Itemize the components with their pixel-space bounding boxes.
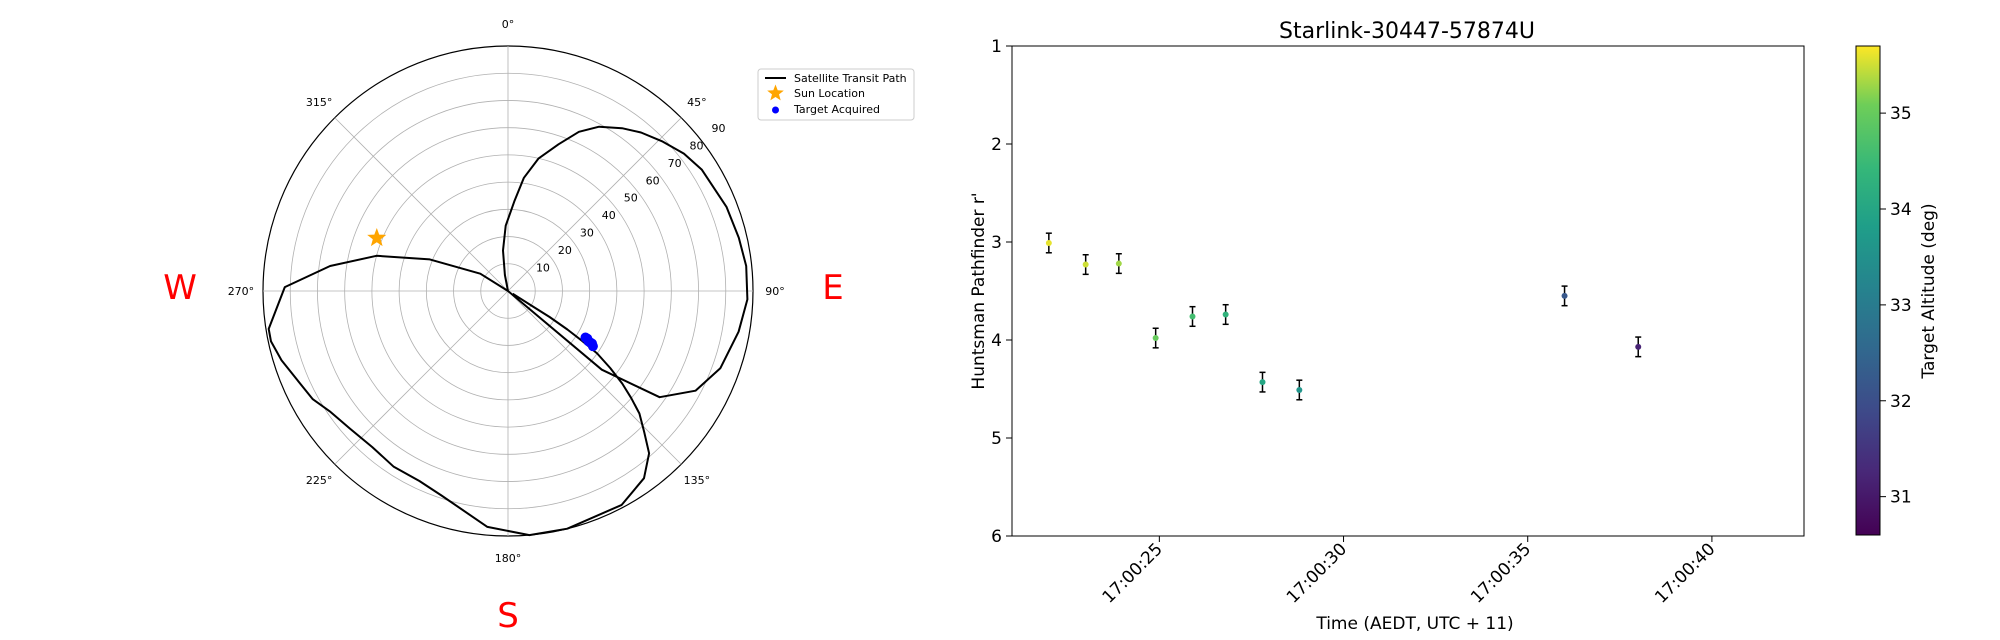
polar-radial-tick-label: 10: [536, 262, 550, 275]
scatter-y-tick-label: 5: [991, 429, 1002, 449]
polar-angular-tick-label: 90°: [765, 285, 785, 298]
polar-angular-tick-label: 270°: [228, 285, 255, 298]
scatter-y-axis-label: Huntsman Pathfinder r': [969, 192, 989, 389]
colorbar-tick-label: 35: [1890, 104, 1912, 124]
scatter-x-tick-label: 17:00:25: [1099, 539, 1167, 607]
polar-radial-tick-label: 50: [624, 192, 638, 205]
polar-grid-spoke: [334, 117, 509, 292]
magnitude-point: [1045, 239, 1052, 246]
colorbar: 31 32 33 34 35 Target Altitude (deg): [1855, 45, 1939, 536]
magnitude-point: [1635, 343, 1642, 350]
colorbar-gradient: [1855, 45, 1881, 536]
scatter-x-ticks: 17:00:25 17:00:30 17:00:35 17:00:40: [1099, 536, 1719, 608]
magnitude-point: [1189, 313, 1196, 320]
polar-angular-tick-label: 0°: [502, 18, 515, 31]
polar-grid-spoke: [507, 290, 682, 465]
polar-grid: [262, 45, 754, 537]
polar-radial-tick-label: 40: [602, 209, 616, 222]
scatter-x-tick-label: 17:00:30: [1283, 539, 1351, 607]
magnitude-point: [1296, 386, 1303, 393]
colorbar-tick-label: 31: [1890, 488, 1912, 508]
polar-angular-tick-label: 180°: [495, 552, 522, 565]
polar-grid-spoke: [334, 290, 509, 465]
legend-label-target-acquired: Target Acquired: [793, 103, 880, 116]
polar-radial-tick-label: 30: [580, 227, 594, 240]
polar-radial-tick-label: 80: [690, 139, 704, 152]
magnitude-point: [1152, 335, 1159, 342]
compass-west-label: W: [163, 268, 197, 308]
scatter-y-tick-label: 4: [991, 331, 1002, 351]
polar-legend: Satellite Transit Path Sun Location Targ…: [757, 68, 915, 121]
magnitude-point: [1561, 292, 1568, 299]
legend-frame: [757, 68, 915, 121]
scatter-y-tick-label: 6: [991, 527, 1002, 547]
colorbar-label: Target Altitude (deg): [1919, 203, 1939, 379]
polar-chart: 0° 45° 90° 135° 180° 225° 270° 315° 10 20 30 40 50 6…: [228, 18, 785, 565]
legend-dot-marker: [772, 106, 779, 114]
polar-angular-tick-label: 315°: [306, 96, 333, 109]
polar-radial-tick-label: 20: [558, 244, 572, 257]
scatter-plot-frame: [1011, 45, 1805, 537]
scatter-x-tick-label: 17:00:40: [1651, 539, 1719, 607]
scatter-points: [1045, 232, 1642, 401]
scatter-y-tick-label: 3: [991, 233, 1002, 253]
polar-angular-ticks: 0° 45° 90° 135° 180° 225° 270° 315°: [228, 18, 785, 565]
polar-grid-spoke: [507, 117, 682, 292]
polar-angular-tick-label: 225°: [306, 474, 333, 487]
scatter-x-tick-label: 17:00:35: [1467, 539, 1535, 607]
colorbar-tick-label: 33: [1890, 296, 1912, 316]
target-acquired-point: [587, 341, 598, 352]
colorbar-ticks: 31 32 33 34 35: [1880, 104, 1912, 508]
polar-angular-tick-label: 135°: [684, 474, 711, 487]
polar-series: [267, 125, 749, 537]
magnitude-point: [1222, 311, 1229, 318]
satellite-transit-path-line: [267, 125, 749, 537]
sun-location-marker: [367, 228, 387, 247]
scatter-y-ticks: 1 2 3 4 5 6: [991, 37, 1012, 547]
polar-radial-ticks: 10 20 30 40 50 60 70 80 90: [536, 122, 726, 275]
magnitude-point: [1115, 260, 1122, 267]
scatter-y-tick-label: 2: [991, 135, 1002, 155]
scatter-y-tick-label: 1: [991, 37, 1002, 57]
magnitude-point: [1259, 379, 1266, 386]
polar-angular-tick-label: 45°: [687, 96, 707, 109]
legend-star-marker: [767, 84, 784, 101]
polar-radial-tick-label: 60: [646, 174, 660, 187]
compass-south-label: S: [497, 596, 519, 636]
polar-radial-tick-label: 90: [711, 122, 725, 135]
magnitude-point: [1082, 261, 1089, 268]
compass-east-label: E: [822, 268, 843, 308]
colorbar-tick-label: 32: [1890, 392, 1912, 412]
scatter-title: Starlink-30447-57874U: [1279, 19, 1535, 44]
legend-label-sun-location: Sun Location: [794, 87, 865, 100]
polar-radial-tick-label: 70: [668, 157, 682, 170]
colorbar-tick-label: 34: [1890, 200, 1912, 220]
legend-label-transit-path: Satellite Transit Path: [794, 72, 907, 85]
scatter-x-axis-label: Time (AEDT, UTC + 11): [1315, 614, 1513, 634]
